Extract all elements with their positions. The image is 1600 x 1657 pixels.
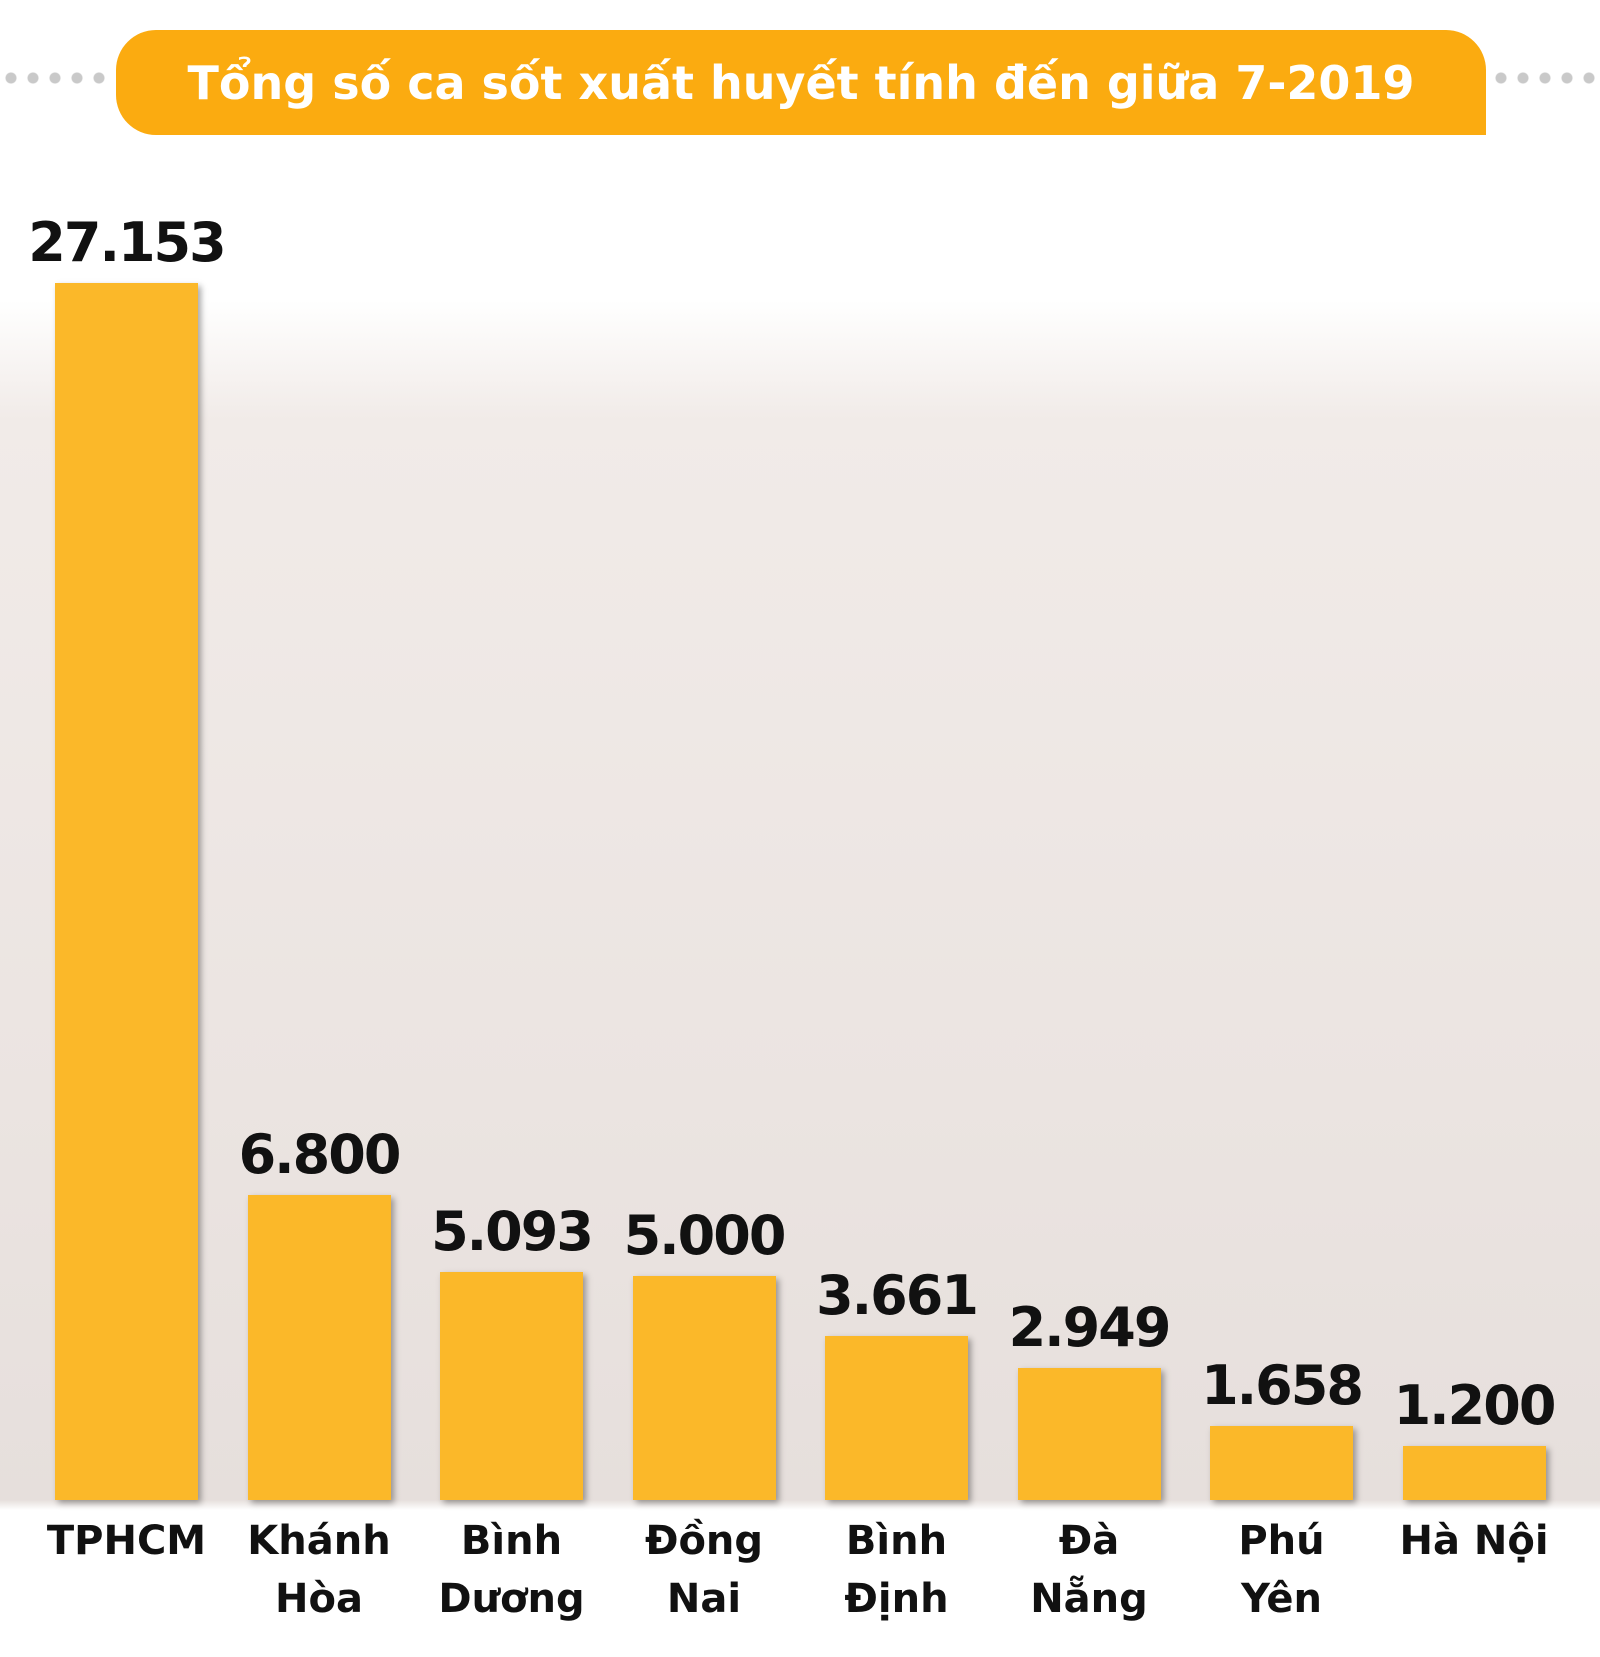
decor-dots bbox=[1490, 72, 1600, 84]
bar bbox=[1210, 1425, 1353, 1500]
value-label: 6.800 bbox=[238, 1123, 402, 1187]
x-tick-label: Đà Nẵng bbox=[1030, 1518, 1148, 1622]
x-tick-label: Hà Nội bbox=[1399, 1518, 1549, 1564]
bar bbox=[55, 283, 198, 1500]
x-tick-label: Bình Định bbox=[844, 1518, 949, 1622]
bar bbox=[440, 1271, 583, 1500]
decor-dots bbox=[0, 72, 110, 84]
bar bbox=[1017, 1367, 1161, 1500]
value-label: 5.093 bbox=[431, 1199, 594, 1263]
x-tick-label: Bình Dương bbox=[438, 1518, 585, 1622]
x-tick-label: Khánh Hòa bbox=[247, 1518, 391, 1622]
chart-title: Tổng số ca sốt xuất huyết tính đến giữa … bbox=[116, 30, 1486, 135]
value-label: 27.153 bbox=[28, 211, 226, 274]
value-label: 1.658 bbox=[1201, 1353, 1364, 1417]
bar bbox=[825, 1335, 968, 1500]
x-tick-label: TPHCM bbox=[46, 1518, 207, 1564]
value-label: 1.200 bbox=[1393, 1374, 1557, 1438]
x-tick-label: Đồng Nai bbox=[644, 1518, 764, 1622]
value-label: 5.000 bbox=[623, 1203, 787, 1267]
bar bbox=[247, 1195, 391, 1500]
bar bbox=[1402, 1446, 1546, 1500]
value-label: 3.661 bbox=[816, 1263, 979, 1327]
x-tick-label: Phú Yên bbox=[1238, 1518, 1325, 1622]
bar bbox=[632, 1275, 776, 1500]
value-label: 2.949 bbox=[1008, 1295, 1172, 1359]
